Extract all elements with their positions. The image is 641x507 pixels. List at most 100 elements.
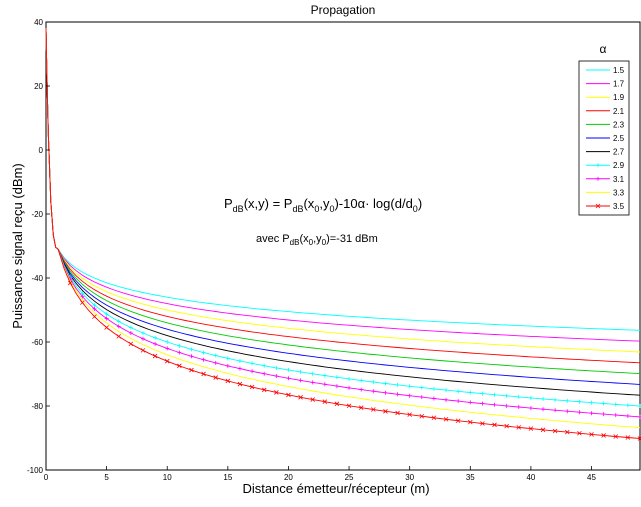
data-point (116, 324, 121, 329)
data-point (189, 347, 194, 352)
data-point (322, 382, 327, 387)
data-point (504, 423, 509, 429)
data-point (407, 384, 412, 389)
data-point (80, 300, 85, 305)
data-point (419, 385, 424, 390)
data-point (104, 325, 109, 330)
data-point (589, 400, 594, 405)
plot-frame (45, 21, 641, 471)
x-tick-label: 10 (163, 473, 172, 482)
series-line (45, 28, 641, 331)
series-3.5 (45, 28, 641, 441)
data-point (444, 388, 449, 393)
x-tick-label: 0 (44, 473, 49, 482)
y-tick-label: 0 (39, 146, 44, 155)
data-point (116, 334, 122, 339)
data-point (480, 421, 485, 426)
series-line (45, 28, 641, 364)
data-point (152, 353, 158, 359)
data-point (395, 392, 400, 397)
data-point (189, 354, 194, 359)
legend-marker (596, 163, 600, 168)
data-point (516, 405, 521, 410)
series-layer (45, 28, 641, 441)
data-point (625, 403, 630, 408)
data-point (589, 411, 594, 416)
legend-label: 2.5 (613, 134, 625, 143)
data-point (565, 398, 570, 403)
data-point (237, 366, 242, 371)
legend-marker (595, 203, 601, 209)
series-line (45, 28, 641, 375)
data-point (613, 402, 618, 407)
series-line (45, 28, 641, 396)
formula-annotation: PdB(x,y) = PdB(x0,y0)-10α· log(d/d0) (224, 196, 422, 214)
data-point (128, 331, 133, 336)
reference-annotation: avec PdB(x0,y0)=-31 dBm (256, 233, 378, 247)
data-point (347, 385, 352, 390)
data-point (407, 393, 412, 398)
data-point (541, 407, 546, 412)
data-point (310, 371, 315, 376)
data-point (189, 367, 194, 373)
data-point (625, 413, 630, 418)
data-point (383, 408, 388, 414)
legend-label: 1.7 (613, 80, 625, 89)
data-point (92, 314, 97, 319)
x-tick-label: 40 (526, 473, 535, 482)
data-point (455, 418, 461, 424)
data-point (298, 369, 303, 374)
data-point (274, 365, 279, 370)
data-point (480, 391, 485, 396)
data-point (262, 371, 267, 376)
data-point (625, 435, 631, 440)
y-tick-label: 20 (34, 82, 43, 91)
data-point (577, 399, 582, 404)
data-point (92, 303, 97, 308)
data-point (431, 415, 437, 421)
data-point (92, 306, 97, 311)
x-tick-label: 5 (104, 473, 109, 482)
data-point (492, 422, 497, 428)
data-point (504, 393, 509, 398)
data-point (274, 374, 279, 379)
legend-title: α (600, 42, 607, 56)
data-point (250, 361, 255, 366)
data-point (104, 316, 109, 321)
data-point (347, 376, 352, 381)
x-axis-label: Distance émetteur/récepteur (m) (242, 481, 429, 496)
series-2.9 (45, 28, 641, 409)
data-point (371, 389, 376, 394)
data-point (528, 426, 534, 431)
data-point (444, 397, 449, 402)
y-tick-label: -40 (31, 274, 43, 283)
data-point (565, 409, 570, 414)
legend-label: 3.1 (613, 175, 625, 184)
data-point (261, 387, 267, 393)
data-point (225, 356, 230, 361)
data-point (431, 386, 436, 391)
y-tick-label: -100 (27, 466, 44, 475)
data-point (140, 348, 146, 353)
data-point (395, 410, 400, 416)
series-1.7 (45, 28, 641, 342)
data-point (298, 378, 303, 383)
legend-label: 2.3 (613, 120, 625, 129)
x-tick-label: 35 (466, 473, 475, 482)
series-2.5 (45, 28, 641, 385)
x-axis-ticks: 0 5 10 15 20 25 30 35 40 45 (44, 466, 597, 482)
plot-area (45, 21, 641, 471)
data-point (322, 399, 328, 404)
chart-title: Propagation (311, 3, 376, 17)
data-point (419, 395, 424, 400)
data-point (237, 358, 242, 363)
data-point (128, 325, 133, 330)
data-point (310, 397, 315, 402)
x-tick-label: 20 (284, 473, 293, 482)
data-point (492, 402, 497, 407)
data-point (395, 382, 400, 387)
data-point (480, 401, 485, 406)
series-line (45, 28, 641, 429)
data-point (298, 395, 303, 400)
data-point (213, 375, 218, 380)
